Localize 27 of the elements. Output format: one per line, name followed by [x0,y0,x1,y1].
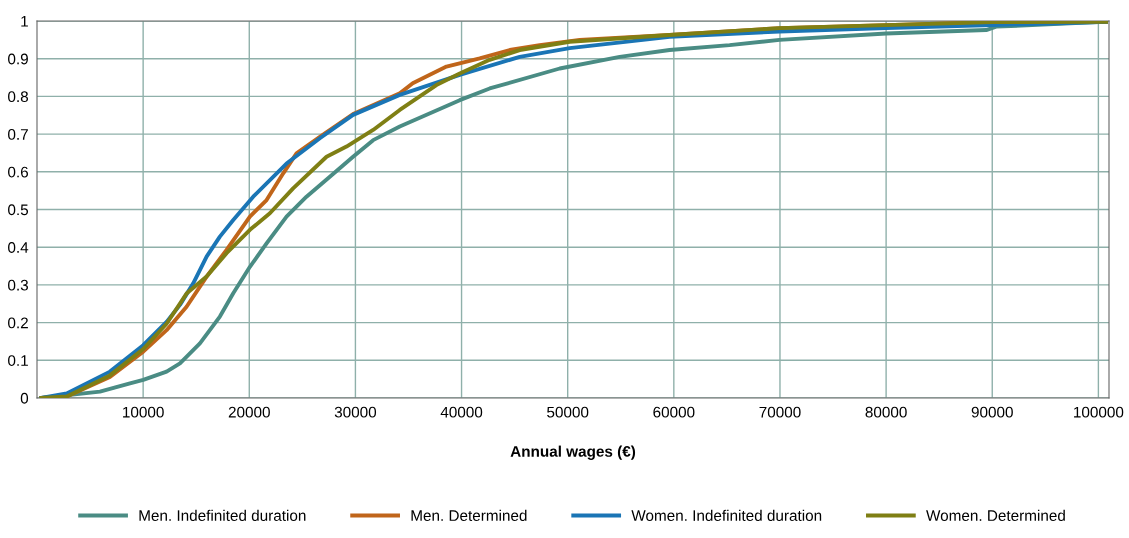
y-tick-label: 0.5 [8,204,29,216]
x-tick-label: 100000 [1074,406,1124,418]
y-tick-label: 0 [20,392,29,404]
y-tick-label: 1 [21,16,28,27]
x-tick-label: 60000 [653,406,695,418]
x-tick-label: 30000 [334,406,377,418]
x-tick-label: 50000 [547,406,589,418]
y-tick-label: 0.6 [8,166,28,178]
y-tick-label: 0.4 [8,242,29,253]
y-tick-label: 0.2 [8,317,28,329]
legend-label: Men. Determined [411,509,527,521]
y-tick-label: 0.9 [8,53,28,65]
y-tick-label: 0.1 [8,355,28,366]
legend-label: Women. Determined [926,509,1065,521]
legend-label: Men. Indefinited duration [139,509,306,521]
line-series [39,21,1108,398]
legend-label: Women. Indefinited duration [631,509,822,521]
x-tick-label: 80000 [865,406,907,418]
y-tick-label: 0.7 [8,128,28,140]
x-tick-label: 10000 [123,406,164,418]
x-axis-title: Annual wages (€) [510,445,636,460]
x-tick-label: 70000 [759,406,801,418]
y-tick-label: 0.8 [8,91,28,103]
x-tick-label: 20000 [228,406,270,418]
x-tick-label: 90000 [971,406,1013,418]
y-tick-label: 0.3 [8,279,28,291]
x-tick-label: 40000 [440,406,483,418]
